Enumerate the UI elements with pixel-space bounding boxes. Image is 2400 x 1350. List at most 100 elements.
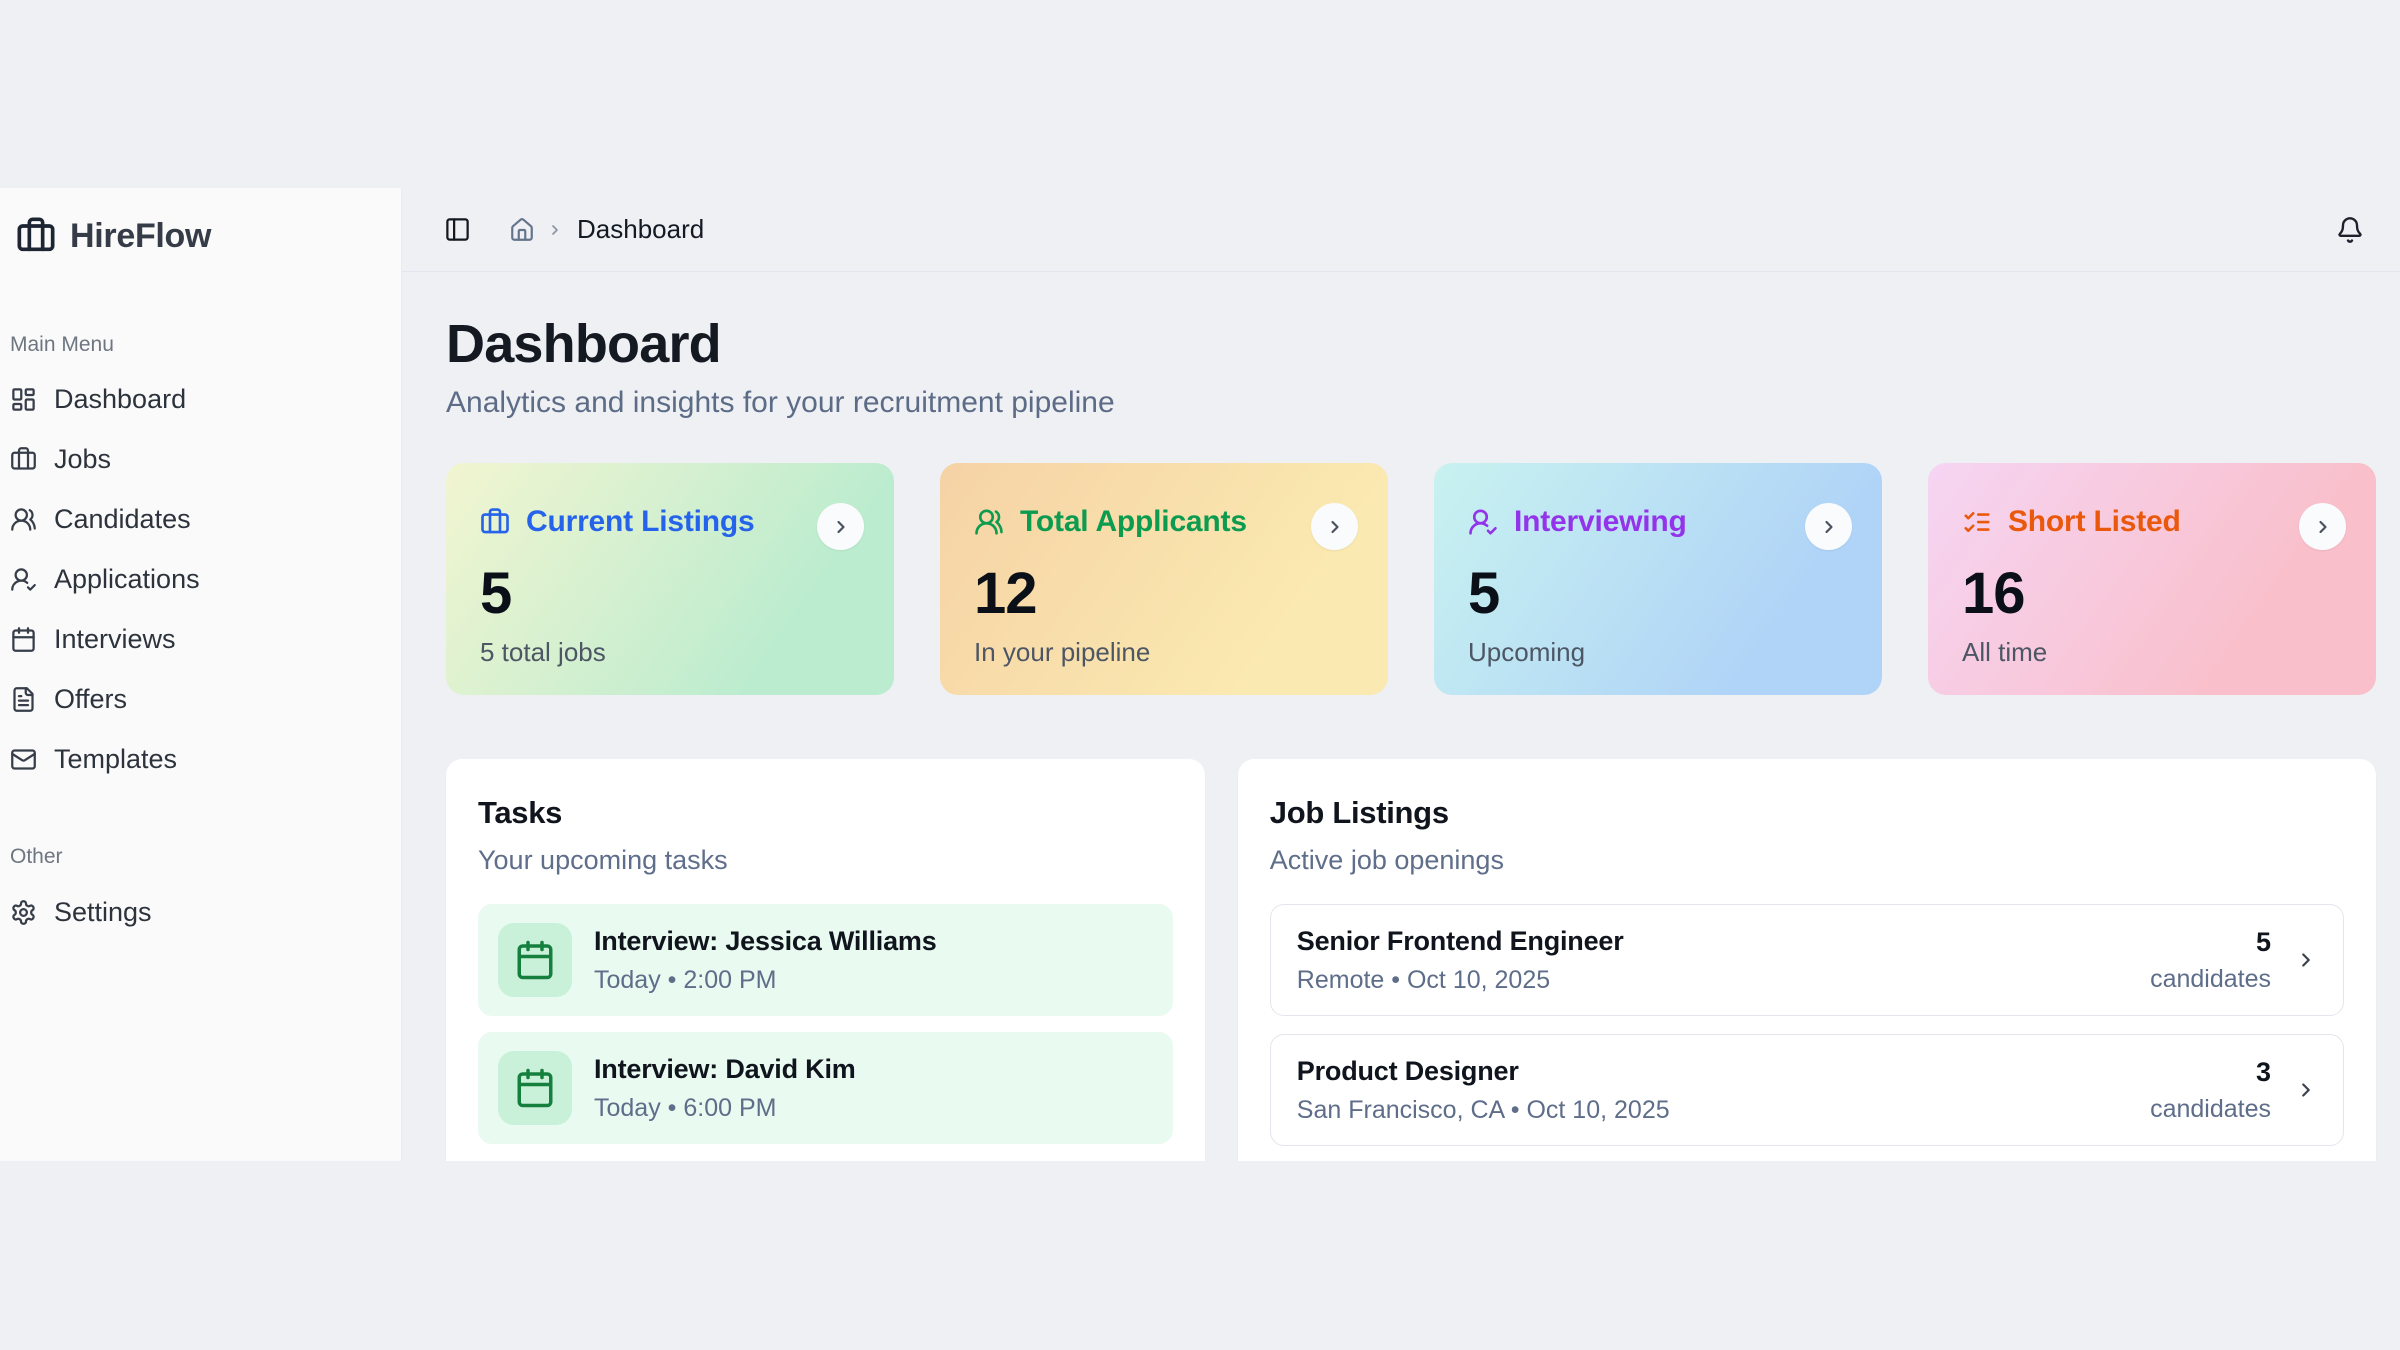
briefcase-icon <box>10 446 37 473</box>
chevron-right-icon <box>2318 520 2327 533</box>
task-text: Interview: David Kim Today • 6:00 PM <box>594 1054 856 1123</box>
job-list: Senior Frontend Engineer Remote • Oct 10… <box>1269 904 2344 1146</box>
tasks-title: Tasks <box>478 795 563 830</box>
sidebar-item-label: Applications <box>54 563 200 594</box>
job-info: Product Designer San Francisco, CA • Oct… <box>1297 1056 2150 1125</box>
sidebar-item-candidates[interactable]: Candidates <box>6 489 391 549</box>
task-item[interactable]: Interview: David Kim Today • 6:00 PM <box>478 1032 1173 1144</box>
job-title: Product Designer <box>1296 1055 1519 1086</box>
sidebar-item-interviews[interactable]: Interviews <box>6 609 391 669</box>
stat-label: Short Listed <box>2008 505 2181 538</box>
job-info: Senior Frontend Engineer Remote • Oct 10… <box>1297 926 2150 995</box>
user-check-icon <box>1468 507 1498 537</box>
stat-card-header: Current Listings <box>480 505 860 539</box>
chevron-right-icon <box>1824 520 1833 533</box>
sidebar-item-label: Candidates <box>54 503 191 534</box>
job-item[interactable]: Product Designer San Francisco, CA • Oct… <box>1269 1034 2344 1146</box>
task-list: Interview: Jessica Williams Today • 2:00… <box>478 904 1173 1144</box>
sidebar-item-templates[interactable]: Templates <box>6 729 391 789</box>
main-area: Dashboard Dashboard Analytics and insigh… <box>402 188 2400 1161</box>
tasks-subtitle: Your upcoming tasks <box>478 845 728 875</box>
job-candidate-count: 5 candidates <box>2150 927 2271 994</box>
sidebar-item-dashboard[interactable]: Dashboard <box>6 369 391 429</box>
stat-sublabel: Upcoming <box>1468 637 1586 667</box>
stat-chevron-button[interactable] <box>1311 503 1358 550</box>
stat-card-current-listings[interactable]: Current Listings 5 5 total jobs <box>446 463 894 695</box>
home-icon[interactable] <box>509 217 535 243</box>
stat-chevron-button[interactable] <box>817 503 864 550</box>
bottom-row: Tasks Your upcoming tasks Interview: Jes… <box>446 759 2376 1161</box>
task-text: Interview: Jessica Williams Today • 2:00… <box>594 926 937 995</box>
mail-icon <box>10 746 37 773</box>
chevron-right-icon <box>836 520 845 533</box>
job-count-number: 3 <box>2255 1056 2271 1087</box>
stat-sublabel: 5 total jobs <box>480 637 606 667</box>
sidebar-item-label: Offers <box>54 683 128 714</box>
sidebar-item-label: Interviews <box>54 623 176 654</box>
sidebar-item-offers[interactable]: Offers <box>6 669 391 729</box>
bell-icon[interactable] <box>2336 216 2364 244</box>
sidebar-nav-main: Dashboard Jobs Candidates Applications <box>6 369 391 789</box>
users-icon <box>974 507 1004 537</box>
stat-value: 16 <box>1962 561 2026 626</box>
user-check-icon <box>10 566 37 593</box>
breadcrumb: Dashboard <box>577 214 705 244</box>
gear-icon <box>10 899 37 926</box>
job-listings-panel: Job Listings Active job openings Senior … <box>1237 759 2376 1161</box>
sidebar-item-label: Dashboard <box>54 383 187 414</box>
file-text-icon <box>10 686 37 713</box>
stat-card-header: Short Listed <box>1962 505 2342 539</box>
calendar-icon <box>498 923 572 997</box>
stat-card-header: Interviewing <box>1468 505 1848 539</box>
job-meta: San Francisco, CA • Oct 10, 2025 <box>1296 1095 1670 1124</box>
stat-card-header: Total Applicants <box>974 505 1354 539</box>
app-title: HireFlow <box>70 216 212 255</box>
sidebar-item-label: Jobs <box>54 443 112 474</box>
stat-label: Interviewing <box>1514 505 1687 538</box>
chevron-right-icon <box>2295 1079 2317 1101</box>
stat-card-interviewing[interactable]: Interviewing 5 Upcoming <box>1434 463 1882 695</box>
list-checks-icon <box>1962 507 1992 537</box>
users-icon <box>10 506 37 533</box>
sidebar-toggle-icon[interactable] <box>444 216 471 243</box>
stat-card-short-listed[interactable]: Short Listed 16 All time <box>1928 463 2376 695</box>
sidebar-item-label: Settings <box>54 896 152 927</box>
page-title: Dashboard <box>446 314 722 374</box>
sidebar-item-applications[interactable]: Applications <box>6 549 391 609</box>
job-candidate-count: 3 candidates <box>2150 1057 2271 1124</box>
job-item[interactable]: Senior Frontend Engineer Remote • Oct 10… <box>1269 904 2344 1016</box>
sidebar-section-other: Other <box>10 845 63 868</box>
stat-chevron-button[interactable] <box>1805 503 1852 550</box>
task-meta: Today • 6:00 PM <box>594 1093 777 1122</box>
sidebar-section-main-menu: Main Menu <box>10 333 114 356</box>
briefcase-logo-icon <box>16 216 56 256</box>
calendar-icon <box>498 1051 572 1125</box>
sidebar-item-jobs[interactable]: Jobs <box>6 429 391 489</box>
chevron-right-icon <box>547 222 563 238</box>
sidebar-item-settings[interactable]: Settings <box>6 882 391 942</box>
stats-row: Current Listings 5 5 total jobs Total Ap… <box>446 463 2376 695</box>
stat-value: 12 <box>974 561 1038 626</box>
top-bar: Dashboard <box>402 188 2400 272</box>
briefcase-icon <box>480 507 510 537</box>
tasks-panel: Tasks Your upcoming tasks Interview: Jes… <box>446 759 1205 1161</box>
job-count-label: candidates <box>2150 964 2271 993</box>
task-title: Interview: Jessica Williams <box>594 925 937 956</box>
task-meta: Today • 2:00 PM <box>594 965 777 994</box>
stat-value: 5 <box>1468 561 1500 626</box>
job-listings-subtitle: Active job openings <box>1269 845 1504 875</box>
page-content: Dashboard Analytics and insights for you… <box>402 272 2400 1161</box>
app-logo: HireFlow <box>6 202 391 270</box>
task-item[interactable]: Interview: Jessica Williams Today • 2:00… <box>478 904 1173 1016</box>
stat-label: Current Listings <box>526 505 755 538</box>
job-listings-title: Job Listings <box>1269 795 1449 830</box>
job-count-label: candidates <box>2150 1094 2271 1123</box>
page-subtitle: Analytics and insights for your recruitm… <box>446 386 1115 419</box>
stat-chevron-button[interactable] <box>2299 503 2346 550</box>
task-title: Interview: David Kim <box>594 1053 856 1084</box>
app-window: HireFlow Main Menu Dashboard Jobs Cand <box>0 188 2400 1161</box>
stat-card-total-applicants[interactable]: Total Applicants 12 In your pipeline <box>940 463 1388 695</box>
stat-sublabel: All time <box>1962 637 2048 667</box>
stat-sublabel: In your pipeline <box>974 637 1151 667</box>
